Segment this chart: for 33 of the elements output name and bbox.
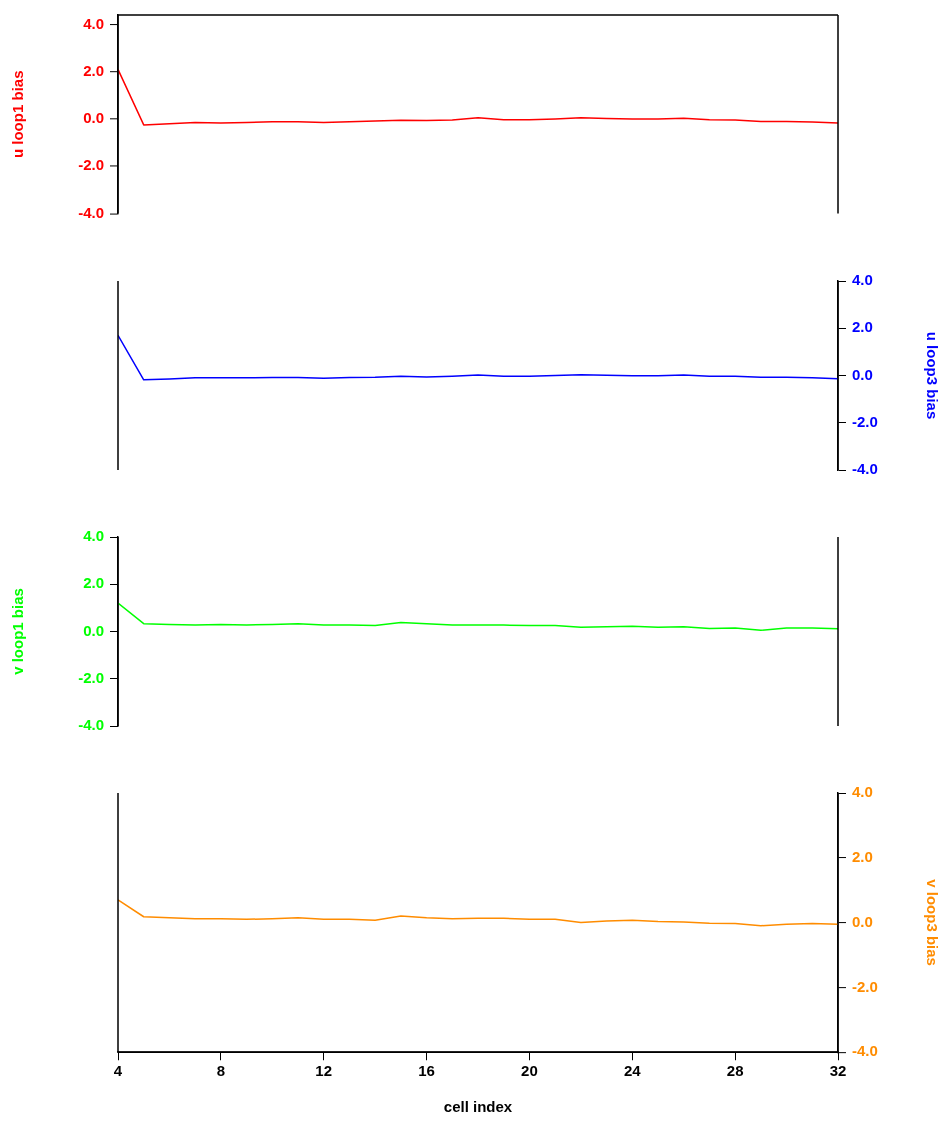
x-tick-label: 8 — [216, 1062, 226, 1080]
x-tick-label: 16 — [418, 1062, 435, 1080]
y2-tick-label: 0.0 — [852, 365, 873, 383]
y2-tick-label: -4.0 — [852, 1042, 878, 1060]
y-axis-title: u loop1 bias — [9, 70, 27, 159]
x-tick-label: 24 — [623, 1062, 642, 1080]
y2-tick-label: 4.0 — [852, 782, 873, 800]
y2-tick-label: 2.0 — [852, 847, 873, 865]
y-tick-label: 2.0 — [83, 61, 104, 79]
y2-axis-title: v loop3 bias — [923, 879, 941, 966]
y-tick-label: 2.0 — [83, 574, 104, 592]
y-tick-label: 4.0 — [83, 14, 104, 32]
y-tick-label: -2.0 — [78, 156, 104, 174]
y2-tick-label: 4.0 — [852, 270, 873, 288]
y-tick-label: -4.0 — [78, 715, 104, 733]
y2-tick-label: 0.0 — [852, 912, 873, 930]
x-tick-label: 32 — [829, 1062, 847, 1080]
x-tick-label: 4 — [113, 1062, 123, 1080]
y-tick-label: -4.0 — [78, 203, 104, 221]
y2-tick-label: 2.0 — [852, 318, 873, 336]
y2-tick-label: -2.0 — [852, 412, 878, 430]
y-tick-label: 4.0 — [83, 526, 104, 544]
x-tick-label: 20 — [521, 1062, 538, 1080]
y-tick-label: 0.0 — [83, 621, 104, 639]
y2-tick-label: -2.0 — [852, 977, 878, 995]
x-tick-label: 12 — [315, 1062, 333, 1080]
y2-tick-label: -4.0 — [852, 459, 878, 477]
x-axis-title: cell index — [443, 1098, 513, 1116]
y-tick-label: -2.0 — [78, 668, 104, 686]
y-tick-label: 0.0 — [83, 109, 104, 127]
y2-axis-title: u loop3 bias — [923, 331, 941, 420]
x-tick-label: 28 — [726, 1062, 744, 1080]
y-axis-title: v loop1 bias — [9, 587, 27, 675]
